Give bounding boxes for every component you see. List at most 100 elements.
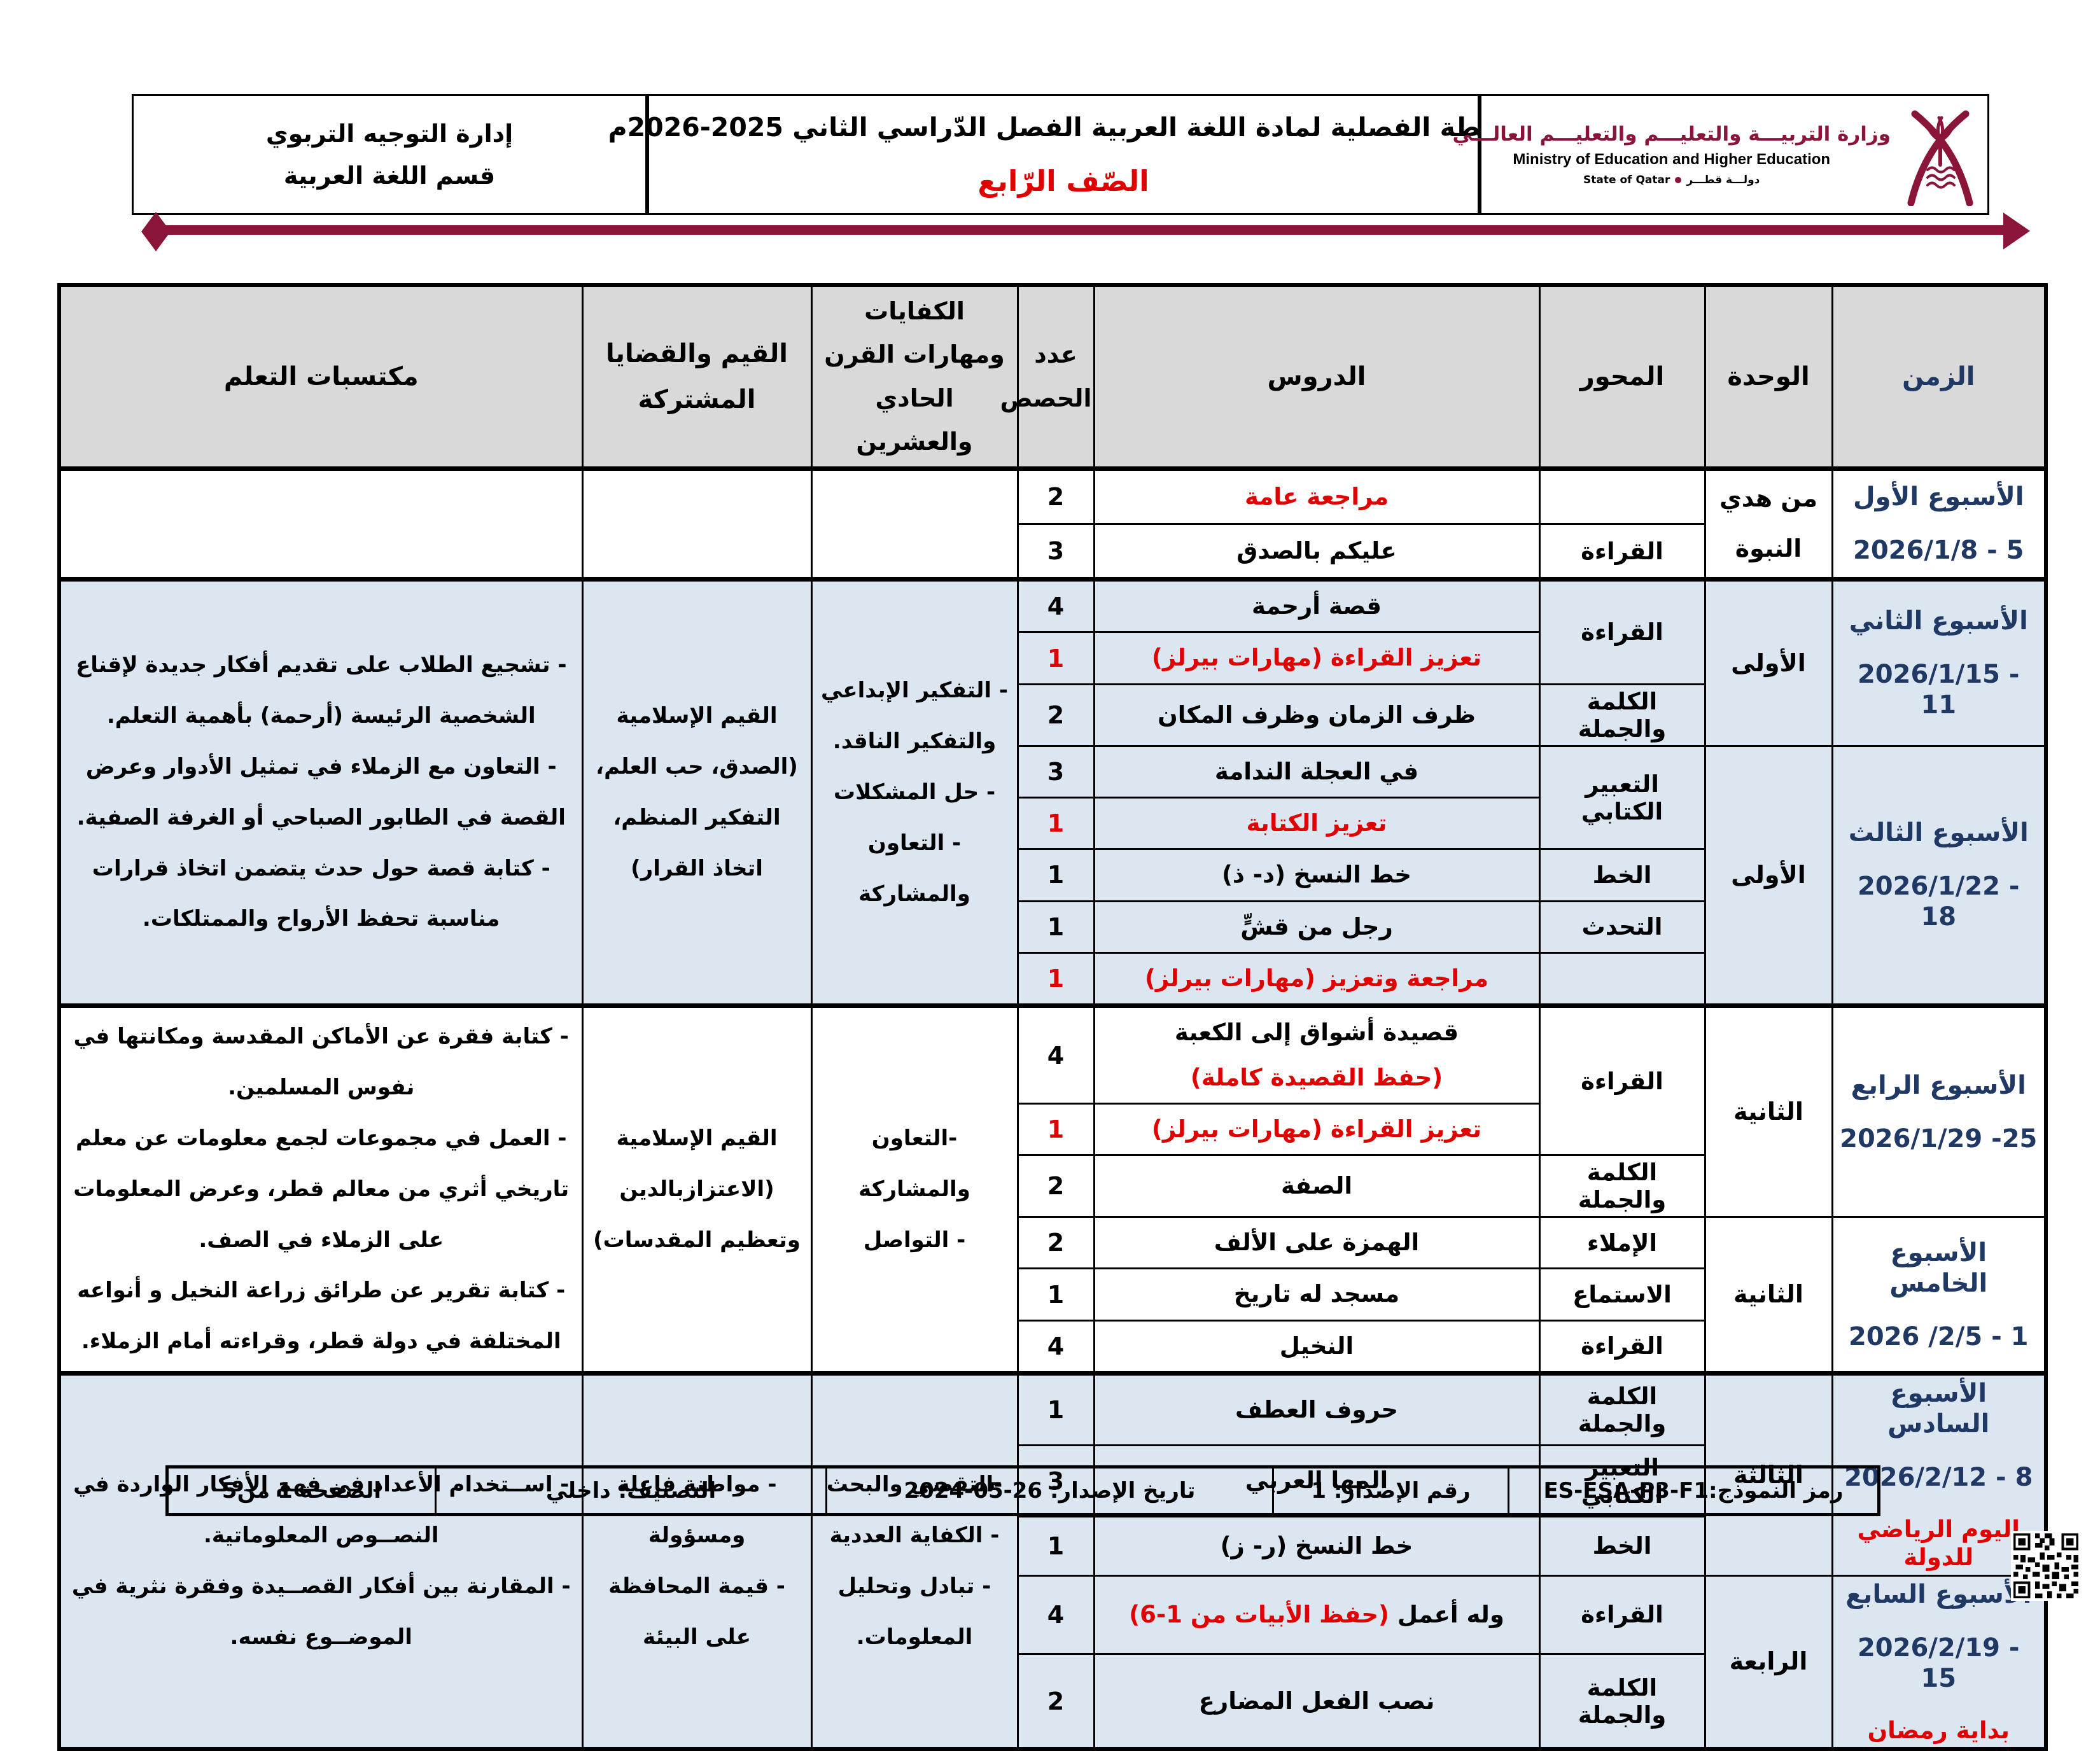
table-row: التحدث رجل من قشٍّ 1 — [59, 900, 2046, 954]
axis-cell: التعبير الكتابي — [1538, 744, 1706, 851]
unit-cell: الرابعة — [1704, 1574, 1833, 1750]
table-header-row: الزمن الوحدة المحور الدروس عدد الحصص الك… — [58, 284, 2047, 471]
lesson-note-red: (حفظ الأبيات من 1-6) — [1129, 1600, 1389, 1628]
week5-time-cell: الأسبوع الخامس 2026 /2/5 - 1 — [1831, 1216, 2047, 1375]
department-box: إدارة التوجيه التربوي قسم اللغة العربية — [132, 94, 647, 215]
table-row: الأسبوع السادس 2026/2/12 - 8 اليوم الريا… — [58, 1371, 2047, 1750]
periods-cell: 2 — [1016, 1154, 1095, 1218]
page-title: الخطة الفصلية لمادة اللغة العربية الفصل … — [608, 111, 1519, 143]
lesson-cell: تعزيز القراءة (مهارات بيرلز) — [1093, 631, 1541, 685]
col-header-skills: الكفايات ومهارات القرن الحادي والعشرين — [810, 284, 1019, 471]
periods-cell: 4 — [1016, 1003, 1095, 1105]
week-date: 2026/1/22 - 18 — [1857, 872, 2020, 932]
unit-cell: من هدي النبوة — [1704, 467, 1833, 581]
lesson-title: وله أعمل — [1389, 1600, 1504, 1628]
axis-cell: الخط — [1538, 1515, 1706, 1577]
week2-time-cell: الأسبوع الثاني 2026/1/15 - 11 — [1831, 577, 2047, 747]
col-header-unit: الوحدة — [1704, 284, 1833, 471]
axis-cell: القراءة — [1538, 1003, 1706, 1157]
maroon-divider-line — [160, 225, 2006, 235]
periods-cell: 2 — [1016, 467, 1095, 525]
col-header-axis: المحور — [1538, 284, 1706, 471]
axis-cell: القراءة — [1538, 1319, 1706, 1375]
week-date: 2026/2/19 - 15 — [1857, 1633, 2020, 1693]
table-row: القراءة عليكم بالصدق 3 — [59, 522, 2046, 581]
axis-cell: القراءة — [1538, 577, 1706, 685]
classification: التصنيف: داخلي — [435, 1466, 827, 1516]
lesson-title: قصيدة أشواق إلى الكعبة — [1174, 1019, 1459, 1047]
outcomes-cell — [58, 467, 584, 581]
divider-diamond-icon — [141, 212, 171, 251]
table-row: الأسبوع الثاني 2026/1/15 - 11 الأولى الق… — [58, 577, 2047, 1007]
periods-cell: 1 — [1016, 631, 1095, 685]
week-label: الأسبوع الثاني — [1849, 606, 2028, 636]
lesson-note-red: (حفظ القصيدة كاملة) — [1190, 1063, 1443, 1091]
issue-number: رقم الإصدار: 1 — [1272, 1466, 1509, 1516]
values-cell: - مواطنة فاعلة ومسؤولة - قيمة المحافظة ع… — [581, 1371, 813, 1750]
issue-date: تاريخ الإصدار: 26-05-2024 — [825, 1466, 1274, 1516]
week-label: الأسبوع الأول — [1852, 482, 2024, 512]
ministry-logo-text: وزارة التربيـــة والتعليـــم والتعليـــم… — [1452, 123, 1891, 186]
table-row: الخط خط النسخ (د- ذ) 1 — [59, 848, 2046, 902]
week3-time-cell: الأسبوع الثالث 2026/1/22 - 18 — [1831, 744, 2047, 1007]
periods-cell: 4 — [1016, 1574, 1095, 1656]
week-note-red: اليوم الرياضي للدولة — [1857, 1516, 2020, 1572]
page-number: الصفحة 1 من5 — [166, 1466, 437, 1516]
lesson-cell: رجل من قشٍّ — [1093, 900, 1541, 954]
footer-row: رمز النموذج:ES-ESA-P3-F1 رقم الإصدار: 1 … — [166, 1466, 1880, 1516]
axis-cell: الكلمة والجملة — [1538, 1653, 1706, 1750]
periods-cell: 1 — [1016, 1515, 1095, 1577]
week-date: 2026 /2/5 - 1 — [1849, 1322, 2029, 1351]
week-label: الأسبوع الخامس — [1889, 1238, 1988, 1298]
week-label: الأسبوع الرابع — [1851, 1070, 2026, 1100]
col-header-values: القيم والقضايا المشتركة — [581, 284, 813, 471]
periods-cell: 1 — [1016, 900, 1095, 954]
page: { "colors":{"maroon":"#8a1538","navy":"#… — [57, 94, 2079, 1751]
values-cell — [581, 467, 813, 581]
competencies-cell: - التفكير الإبداعي والتفكير الناقد. - حل… — [810, 577, 1019, 1007]
qatar-emblem-icon — [1902, 101, 1978, 209]
lesson-cell: نصب الفعل المضارع — [1093, 1653, 1541, 1750]
periods-cell: 3 — [1016, 522, 1095, 581]
lesson-cell: مراجعة عامة — [1093, 467, 1541, 525]
periods-cell: 1 — [1016, 797, 1095, 851]
form-code: رمز النموذج:ES-ESA-P3-F1 — [1508, 1466, 1880, 1516]
lesson-cell: مراجعة وتعزيز (مهارات بيرلز) — [1093, 951, 1541, 1007]
col-header-outcomes: مكتسبات التعلم — [58, 284, 584, 471]
state-name-english: State of Qatar — [1583, 174, 1670, 186]
table-row: الاستماع مسجد له تاريخ 1 — [59, 1267, 2046, 1322]
ministry-name-arabic: وزارة التربيـــة والتعليـــم والتعليـــم… — [1452, 123, 1891, 146]
periods-cell: 1 — [1016, 1267, 1095, 1322]
department-line1: إدارة التوجيه التربوي — [265, 120, 514, 148]
table-row: القراءة النخيل 4 — [59, 1319, 2046, 1375]
unit-cell: الثانية — [1704, 1003, 1833, 1218]
week1-time-cell: الأسبوع الأول 2026/1/8 - 5 — [1831, 467, 2047, 581]
axis-cell: الخط — [1538, 848, 1706, 902]
lesson-cell: حروف العطف — [1093, 1371, 1541, 1447]
table-row: مراجعة وتعزيز (مهارات بيرلز) 1 — [59, 951, 2046, 1007]
week4-time-cell: الأسبوع الرابع 2026/1/29 -25 — [1831, 1003, 2047, 1218]
week-label: الأسبوع السابع — [1845, 1579, 2032, 1609]
table-row: تعزيز القراءة (مهارات بيرلز) 1 — [59, 1102, 2046, 1157]
periods-cell: 2 — [1016, 683, 1095, 747]
axis-cell — [1538, 467, 1706, 525]
week-date: 2026/1/15 - 11 — [1857, 660, 2020, 720]
competencies-cell: -التعاون والمشاركة - التواصل — [810, 1003, 1019, 1375]
state-of-qatar-line: دولـــة قطـــر State of Qatar — [1583, 174, 1760, 186]
periods-cell: 1 — [1016, 951, 1095, 1007]
periods-cell: 2 — [1016, 1653, 1095, 1750]
unit-cell: الأولى — [1704, 577, 1833, 747]
competencies-cell — [810, 467, 1019, 581]
axis-cell: الإملاء — [1538, 1216, 1706, 1270]
periods-cell: 1 — [1016, 1102, 1095, 1157]
logo-dot-icon — [1675, 177, 1682, 183]
lesson-cell: وله أعمل (حفظ الأبيات من 1-6) — [1093, 1574, 1541, 1656]
periods-cell: 4 — [1016, 577, 1095, 634]
lesson-cell: تعزيز الكتابة — [1093, 797, 1541, 851]
page-subtitle-grade: الصّف الرّابع — [977, 164, 1149, 198]
ministry-name-english: Ministry of Education and Higher Educati… — [1513, 151, 1831, 168]
axis-cell: القراءة — [1538, 1574, 1706, 1656]
outcomes-cell: - تشجيع الطلاب على تقديم أفكار جديدة لإق… — [58, 577, 584, 1007]
outcomes-cell: - اســتخدام الأعداد في فهم الأفكار الوار… — [58, 1371, 584, 1750]
week-label: الأسبوع السادس — [1887, 1379, 1990, 1439]
